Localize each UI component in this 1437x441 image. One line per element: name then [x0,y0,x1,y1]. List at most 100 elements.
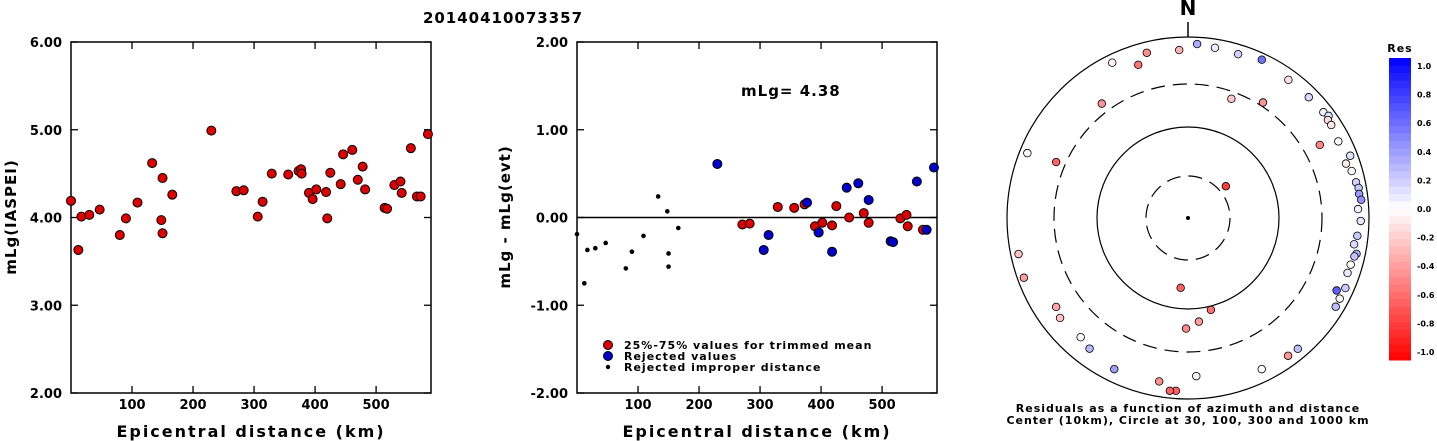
data-point [758,244,769,255]
residual-point [1076,333,1085,342]
y-axis-label: mLg - mLg(evt) [496,145,514,288]
colorbar-cell [1389,133,1411,142]
colorbar-cell [1389,224,1411,233]
colorbar-cell [1389,201,1411,210]
colorbar-cell [1389,58,1411,67]
residual-point [1284,75,1293,85]
data-point [666,251,671,256]
colorbar-cell [1389,216,1411,225]
residual-point [1051,302,1061,312]
data-point [585,247,590,253]
data-point [405,143,416,154]
data-point [574,231,580,237]
data-point [257,196,268,207]
x-tick-label: 200 [179,398,206,413]
residual-point [1345,151,1355,160]
data-point [167,189,178,200]
x-tick-label: 100 [118,398,145,413]
data-point [582,281,587,286]
data-point [73,244,84,255]
colorbar-cell [1389,299,1411,308]
data-point [641,233,646,239]
data-point [157,173,168,184]
y-tick-label: 5.00 [30,124,62,139]
residual-point [1233,49,1243,59]
residual-point [1350,252,1359,261]
figure-title: 20140410073357 [423,9,583,27]
colorbar-ticks: 1.0 0.8 0.6 0.4 0.2 0.0 -0.2 -0.4 -0.6 -0.8 -1.0 [1417,62,1435,357]
data-point [831,201,842,212]
data-point [827,246,838,257]
data-point [841,182,852,193]
y-tick-label: -2.00 [531,387,568,402]
y-tick-label: 0.00 [536,212,568,227]
data-point [813,227,824,238]
ring-30km [1145,175,1231,261]
polar-caption-line1: Residuals as a function of azimuth and d… [1016,402,1360,415]
colorbar-tick-label: -0.2 [1417,234,1435,243]
x-axis-label: Epicentral distance (km) [622,422,891,441]
colorbar-cell [1389,276,1411,285]
colorbar-cell [1389,80,1411,89]
data-point [357,161,368,172]
axis-ticks: 100 200 300 400 500 -2.00 -1.00 0.00 1.00 2.00 [531,36,937,413]
data-point [114,230,125,241]
azimuth-distance-plot: N Residuals as a function of azimuth and… [1006,0,1370,427]
x-tick-label: 100 [624,398,651,413]
colorbar-tick-label: -0.4 [1417,262,1435,271]
colorbar-cell [1389,186,1411,195]
y-tick-label: -1.00 [531,299,568,314]
colorbar-cell [1389,261,1411,270]
data-point [772,201,783,212]
colorbar-cell [1389,269,1411,278]
data-point [283,169,294,180]
data-point [928,162,939,173]
y-tick-label: 1.00 [536,124,568,139]
data-point [415,191,426,202]
x-tick-label: 500 [363,398,390,413]
residual-point [1353,231,1362,240]
residual-point [1346,260,1355,269]
colorbar-tick-label: -0.8 [1417,319,1435,328]
data-point [335,179,346,190]
residual-point [1332,286,1341,295]
residual-point [1227,94,1236,103]
residual-point [1356,216,1365,226]
data-point [858,208,869,219]
colorbar-cell [1389,254,1411,263]
legend-label-improper: Rejected improper distance [624,361,821,374]
data-point [206,125,217,136]
colorbar-cell [1389,307,1411,316]
residual-point [1331,302,1340,311]
colorbar-cell [1389,178,1411,187]
colorbar-cell [1389,344,1411,353]
colorbar-cell [1389,322,1411,331]
colorbar-cell [1389,337,1411,346]
colorbar-cell [1389,65,1411,74]
colorbar-cell [1389,103,1411,112]
data-point [360,184,371,195]
residual-point [1192,39,1202,49]
residual-vs-distance-plot: 100 200 300 400 500 -2.00 -1.00 0.00 1.00 2.00 mL… [496,36,939,441]
residual-point [1315,140,1324,150]
residual-point [1347,166,1356,176]
residual-colorbar: Res 1.0 0.8 0.6 0.4 0.2 0.0 -0.2 -0.4 -0.6 -0.8 -1… [1387,42,1435,361]
legend: 25%-75% values for trimmed mean Rejected… [603,339,871,374]
colorbar-tick-label: 0.8 [1417,91,1432,100]
residual-point [1019,273,1029,282]
data-point [623,266,629,271]
colorbar-cell [1389,148,1411,157]
residual-point [1334,137,1343,146]
data-point [666,264,671,269]
data-point [712,158,723,169]
data-point [352,174,363,185]
data-point [902,221,913,232]
legend-marker-trimmed [603,340,613,350]
residual-point [1353,204,1363,214]
data-point [311,184,322,195]
data-point [147,158,158,169]
residual-point [1154,377,1164,386]
data-point [655,194,661,199]
data-points [66,125,433,255]
colorbar-cells [1389,58,1411,361]
